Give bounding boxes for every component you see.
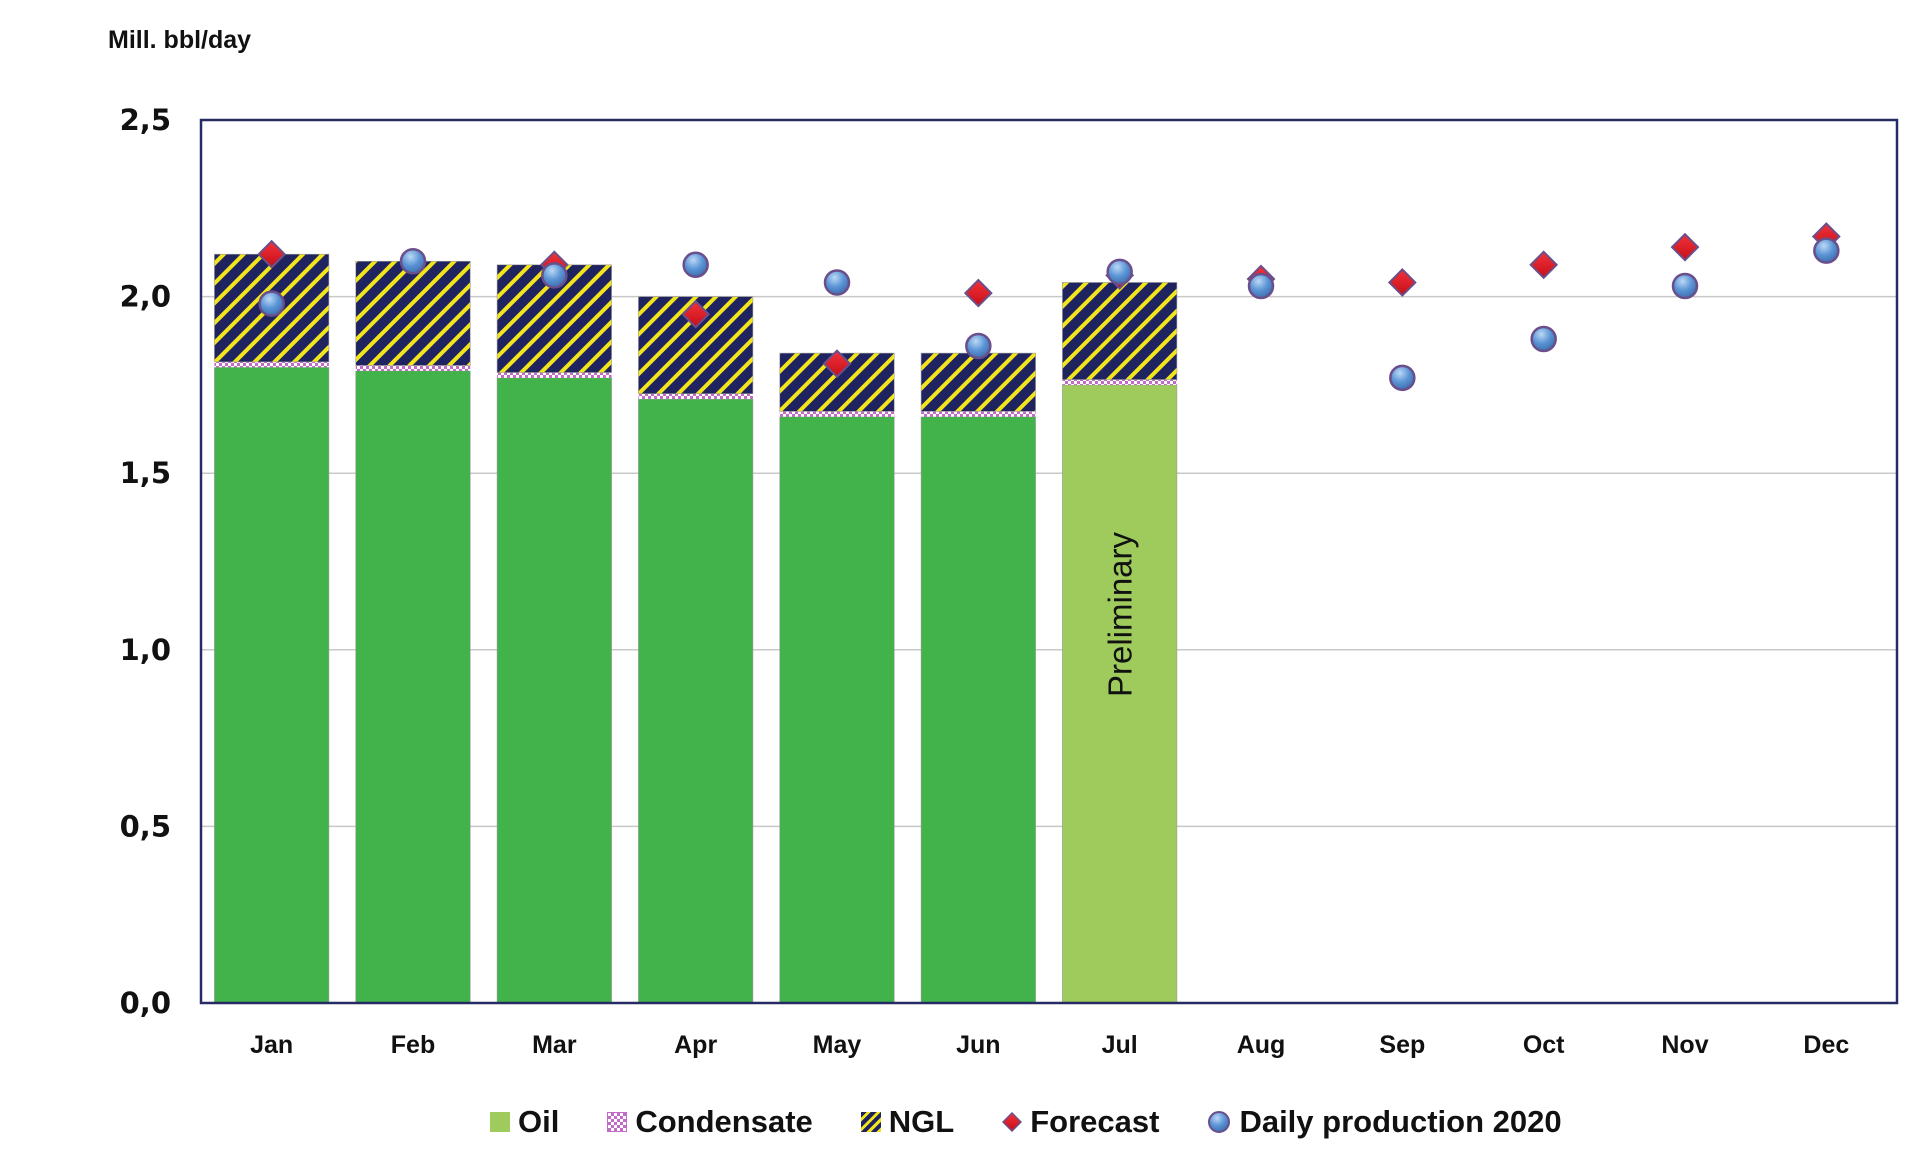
- bar-layer: [214, 253, 1178, 1004]
- daily-production-point: [1813, 237, 1840, 264]
- forecast-point: [257, 239, 287, 269]
- y-tick-label: 1,0: [120, 633, 171, 667]
- x-tick-label: Feb: [391, 1031, 435, 1059]
- bar-oil: [496, 377, 612, 1004]
- x-tick-label: Oct: [1523, 1031, 1565, 1059]
- legend-label: Oil: [518, 1104, 560, 1139]
- bar-oil: [638, 398, 754, 1004]
- bar-oil: [1062, 384, 1178, 1004]
- daily-production-point: [1247, 272, 1275, 300]
- legend-label: NGL: [888, 1104, 955, 1139]
- bar-condensate: [921, 411, 1036, 417]
- x-tick-label: Jul: [1102, 1031, 1138, 1059]
- bar-oil: [920, 416, 1036, 1004]
- axis-layer: 0,0 0,5 1,0 1,5 2,0 2,5 Jan Feb Mar Apr May Jun Jul A…: [120, 103, 1899, 1059]
- y-tick-label: 0,5: [120, 809, 171, 843]
- marker-layer: [257, 222, 1841, 392]
- x-tick-label: Apr: [674, 1031, 717, 1059]
- plot-border: [199, 118, 1899, 1005]
- forecast-point: [963, 278, 993, 308]
- bar-condensate: [355, 365, 471, 371]
- y-tick-label: 2,5: [120, 103, 171, 137]
- oil-swatch-icon: [490, 1112, 510, 1132]
- x-tick-label: Jan: [250, 1031, 293, 1059]
- bar-condensate: [497, 372, 612, 378]
- daily-production-point: [965, 332, 992, 360]
- bar-oil: [214, 366, 330, 1004]
- legend-label: Forecast: [1030, 1104, 1160, 1139]
- x-tick-label: Jun: [956, 1031, 1000, 1059]
- daily-production-point: [399, 248, 427, 275]
- x-tick-label: Mar: [532, 1031, 577, 1059]
- x-tick-label: Aug: [1237, 1031, 1286, 1059]
- daily-production-point: [682, 251, 709, 279]
- legend-item-ngl: NGL: [860, 1104, 955, 1140]
- daily-production-point: [541, 262, 568, 289]
- diamond-marker-icon: [1002, 1112, 1023, 1132]
- x-tick-label: Sep: [1379, 1031, 1425, 1059]
- bar-oil: [779, 416, 895, 1004]
- legend-label: Daily production 2020: [1239, 1104, 1562, 1139]
- legend: Oil Condensate NGL Forecast Daily produc…: [490, 1104, 1610, 1140]
- legend-item-forecast: Forecast: [1002, 1104, 1159, 1140]
- daily-production-point: [1671, 272, 1699, 300]
- x-tick-label: Dec: [1803, 1031, 1849, 1059]
- bar-ngl: [1062, 282, 1178, 380]
- daily-production-point: [1389, 364, 1416, 392]
- daily-production-point: [1106, 258, 1133, 286]
- legend-item-condensate: Condensate: [607, 1104, 813, 1140]
- y-tick-label: 1,5: [120, 456, 171, 490]
- bar-condensate: [214, 361, 329, 368]
- forecast-point: [1529, 250, 1559, 280]
- circle-marker-icon: [1208, 1111, 1231, 1133]
- bar-oil: [355, 370, 471, 1004]
- bar-condensate: [1062, 379, 1177, 385]
- grid-layer: [201, 295, 1897, 828]
- y-tick-label: 2,0: [120, 280, 171, 314]
- forecast-point: [681, 299, 711, 329]
- y-axis-unit-label: Mill. bbl/day: [108, 26, 252, 54]
- forecast-point: [1387, 268, 1417, 297]
- daily-production-point: [823, 269, 851, 296]
- bar-ngl: [920, 352, 1036, 412]
- legend-label: Condensate: [635, 1104, 813, 1139]
- forecast-point: [1670, 232, 1700, 262]
- daily-production-point: [1530, 325, 1557, 353]
- bar-condensate: [779, 411, 895, 417]
- daily-production-point: [258, 290, 285, 317]
- bar-condensate: [638, 393, 753, 400]
- y-tick-label: 0,0: [120, 986, 171, 1020]
- legend-item-oil: Oil: [490, 1104, 559, 1140]
- x-tick-label: Nov: [1661, 1031, 1708, 1059]
- x-tick-label: May: [813, 1031, 862, 1059]
- bar-ngl: [355, 260, 471, 366]
- forecast-point: [822, 349, 852, 379]
- ngl-swatch-icon: [860, 1112, 881, 1132]
- preliminary-annotation: Preliminary: [1102, 531, 1139, 697]
- legend-item-daily-production: Daily production 2020: [1207, 1104, 1562, 1140]
- condensate-swatch-icon: [607, 1112, 628, 1132]
